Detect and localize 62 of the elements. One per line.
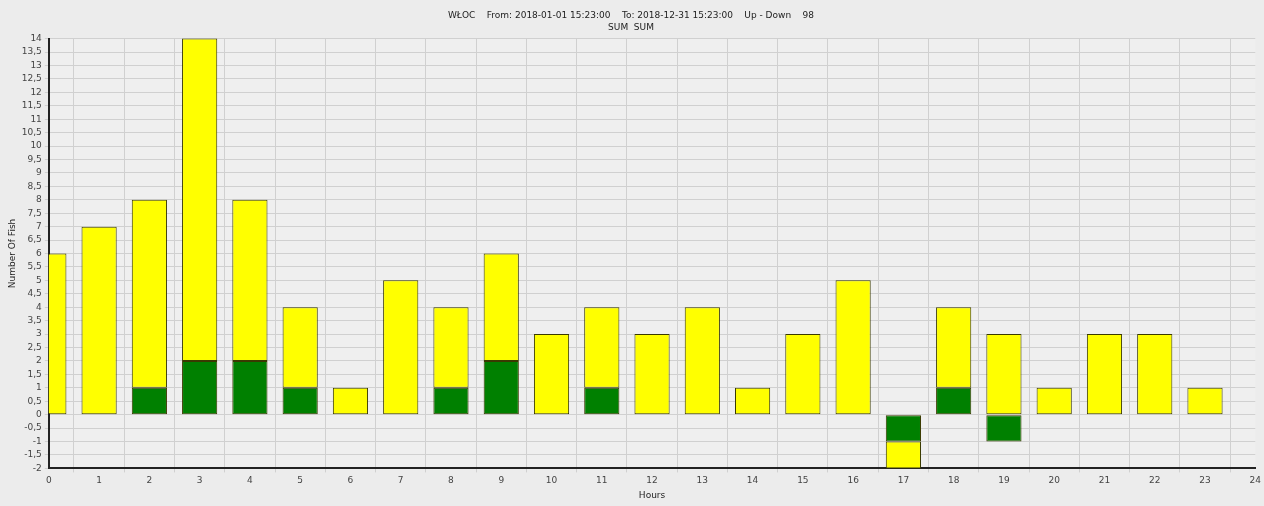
x-tick-label: 13 (696, 475, 709, 486)
x-tick-label: 14 (746, 475, 759, 486)
x-tick-label: 19 (998, 475, 1010, 486)
x-tick-label: 15 (797, 475, 809, 486)
y-tick-label: 8,5 (27, 180, 42, 191)
x-axis-title: Hours (638, 489, 666, 500)
y-tick-label: 10,5 (21, 126, 42, 137)
y-tick-label: 7 (36, 220, 42, 231)
x-tick-label: 10 (545, 475, 558, 486)
y-tick-label: 1,5 (27, 368, 42, 379)
y-tick-label: 0 (36, 409, 43, 420)
y-tick-label: 2,5 (27, 341, 42, 352)
x-tick-label: 1 (96, 475, 102, 486)
y-tick-label: 12,5 (21, 73, 42, 84)
chart-subtitle: SUM SUM (608, 21, 654, 32)
x-tick-label: 2 (146, 475, 153, 486)
x-tick-label: 9 (498, 475, 505, 486)
x-tick-label: 22 (1149, 475, 1161, 486)
y-tick-label: 3 (36, 328, 42, 339)
y-tick-label: 10 (30, 140, 43, 151)
y-tick-label: 13,5 (21, 46, 42, 57)
y-tick-label: -2 (32, 462, 42, 473)
x-tick-label: 0 (45, 475, 52, 486)
x-tick-label: 6 (347, 475, 354, 486)
y-tick-label: -1 (32, 435, 42, 446)
y-tick-label: 4,5 (27, 288, 42, 299)
x-tick-label: 12 (646, 475, 658, 486)
y-tick-label: 12 (30, 86, 42, 97)
y-tick-label: 11 (30, 113, 42, 124)
x-tick-label: 16 (847, 475, 860, 486)
y-axis-title: Number Of Fish (6, 218, 17, 289)
y-tick-label: 5 (36, 274, 42, 285)
chart-title: WŁOC From: 2018-01-01 15:23:00 To: 2018-12-31 15:23:00 Up - Down 98 (447, 9, 815, 20)
y-tick-label: 6 (36, 247, 43, 258)
x-tick-label: 7 (397, 475, 404, 486)
y-tick-label: 2 (36, 355, 42, 366)
y-tick-label: 11,5 (21, 100, 42, 111)
y-tick-label: -0,5 (24, 422, 42, 433)
x-tick-label: 11 (596, 475, 608, 486)
x-tick-label: 8 (448, 475, 455, 486)
y-tick-label: 7,5 (27, 207, 42, 218)
y-tick-label: 9,5 (27, 153, 42, 164)
x-tick-label: 24 (1249, 475, 1262, 486)
x-tick-label: 4 (247, 475, 254, 486)
y-tick-label: 9 (36, 167, 43, 178)
y-tick-label: 14 (30, 32, 43, 43)
y-tick-label: -1,5 (24, 449, 42, 460)
x-tick-label: 23 (1199, 475, 1211, 486)
y-tick-label: 3,5 (27, 315, 42, 325)
x-tick-label: 17 (897, 475, 910, 486)
y-tick-label: 8 (36, 194, 43, 205)
y-tick-label: 0,5 (27, 395, 42, 406)
x-tick-label: 21 (1098, 475, 1111, 486)
y-tick-label: 6,5 (27, 234, 42, 245)
y-tick-label: 4 (36, 301, 43, 312)
y-tick-label: 13 (30, 59, 42, 70)
x-tick-label: 18 (947, 475, 960, 486)
y-tick-label: 1 (36, 382, 42, 393)
x-tick-label: 20 (1048, 475, 1061, 486)
x-tick-label: 3 (196, 475, 203, 486)
x-tick-label: 5 (297, 475, 304, 486)
y-tick-label: 5,5 (27, 261, 42, 272)
